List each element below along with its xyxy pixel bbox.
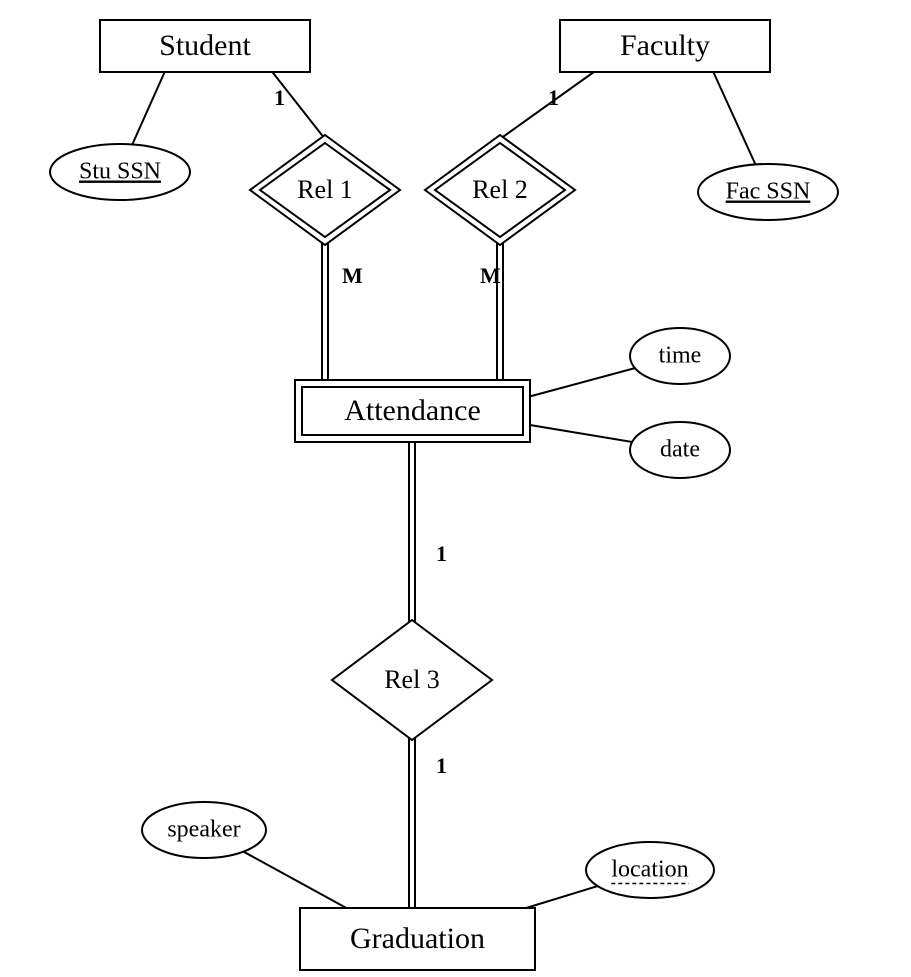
entity-graduation: Graduation (300, 908, 535, 970)
relationship-rel1-label: Rel 1 (297, 175, 353, 204)
attribute-time: time (630, 328, 730, 384)
cardinality-faculty_rel2: 1 (548, 85, 559, 110)
attribute-location-label: location (611, 857, 688, 883)
er-diagram: Student Faculty Attendance Graduation Rel 1 R… (0, 0, 911, 977)
attribute-speaker: speaker (142, 802, 266, 858)
entity-graduation-label: Graduation (350, 922, 485, 955)
attribute-date: date (630, 422, 730, 478)
attribute-fac_ssn: Fac SSN (698, 164, 838, 220)
entity-student: Student (100, 20, 310, 72)
entity-attendance: Attendance (295, 380, 530, 442)
cardinality-rel2_attendance: M (480, 263, 501, 288)
attribute-location: location (586, 842, 714, 898)
attribute-time-label: time (659, 343, 702, 369)
cardinality-rel3_graduation: 1 (436, 753, 447, 778)
cardinality-rel1_attendance: M (342, 263, 363, 288)
attribute-speaker-label: speaker (167, 817, 240, 843)
entity-student-label: Student (159, 29, 251, 62)
relationship-rel1: Rel 1 (250, 135, 400, 245)
relationship-rel2: Rel 2 (425, 135, 575, 245)
attribute-stu_ssn-label: Stu SSN (79, 159, 161, 185)
entity-faculty-label: Faculty (620, 29, 710, 62)
attribute-fac_ssn-label: Fac SSN (726, 179, 811, 205)
entity-attendance-label: Attendance (344, 394, 481, 427)
relationship-rel3-label: Rel 3 (384, 665, 440, 694)
cardinality-student_rel1: 1 (274, 85, 285, 110)
relationship-rel2-label: Rel 2 (472, 175, 528, 204)
shapes-layer: Student Faculty Attendance Graduation Rel 1 R… (50, 20, 838, 970)
attribute-stu_ssn: Stu SSN (50, 144, 190, 200)
relationship-rel3: Rel 3 (332, 620, 492, 740)
entity-faculty: Faculty (560, 20, 770, 72)
attribute-date-label: date (660, 437, 700, 463)
cardinality-attendance_rel3: 1 (436, 541, 447, 566)
